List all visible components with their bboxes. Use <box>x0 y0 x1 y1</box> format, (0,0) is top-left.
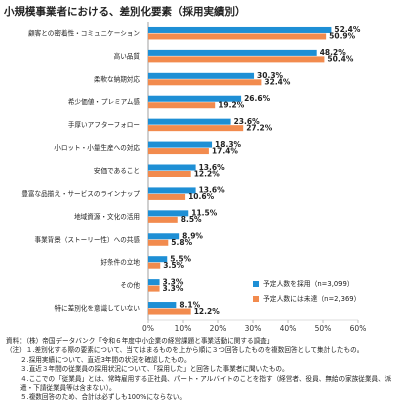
y-tick-label: 好条件の立地 <box>100 258 140 267</box>
y-tick-label: 豊富な品揃え・サービスのラインナップ <box>21 189 140 198</box>
bar <box>148 193 186 200</box>
legend-label: 予定人数を採用（n=3,099） <box>263 279 354 288</box>
y-tick-label: 特に差別化を意識していない <box>54 304 140 313</box>
value-label: 30.3% <box>257 71 284 80</box>
y-tick-label: 手厚いアフターフォロー <box>68 120 140 129</box>
value-label: 8.5% <box>181 215 202 224</box>
bar <box>148 79 262 86</box>
legend-label: 予定人数には未達（n=2,369） <box>263 294 360 303</box>
note: ４.ここでの「従業員」とは、常時雇用する正社員、パート・アルバイトのことを指す（… <box>20 374 392 393</box>
notes: 資料：（株）帝国データバンク「令和６年度中小企業の経営課題と事業活動に関する調査… <box>6 337 400 403</box>
bar <box>148 26 332 33</box>
value-label: 12.2% <box>194 169 221 178</box>
bar <box>148 187 196 194</box>
value-label: 32.4% <box>264 78 291 87</box>
bar <box>148 95 242 102</box>
x-tick-label: 60% <box>350 324 367 333</box>
y-tick-label: 高い品質 <box>114 51 141 60</box>
chart-title: 小規模事業者における、差別化要素（採用実績別） <box>3 5 246 18</box>
bar <box>148 210 189 217</box>
bar <box>148 72 255 79</box>
y-tick-label: 小ロット・小量生産への対応 <box>54 143 140 152</box>
value-label: 5.8% <box>171 238 192 247</box>
value-label: 13.6% <box>199 163 226 172</box>
value-label: 19.2% <box>218 100 245 109</box>
bar <box>148 279 160 286</box>
value-label: 50.9% <box>329 32 356 41</box>
value-label: 23.6% <box>234 117 261 126</box>
bar <box>148 164 196 171</box>
note: ２.採用実績について、直近3年間の状況を確認したもの。 <box>20 355 191 364</box>
value-label: 50.4% <box>327 55 354 64</box>
bar <box>148 148 209 155</box>
bar <box>148 302 177 309</box>
x-tick-label: 10% <box>175 324 192 333</box>
value-label: 3.3% <box>163 277 184 286</box>
bar <box>148 125 244 132</box>
y-tick-label: 顧客との密着性・コミュニケーション <box>28 28 140 37</box>
x-tick-label: 20% <box>210 324 227 333</box>
x-tick-label: 40% <box>280 324 297 333</box>
value-label: 13.6% <box>199 186 226 195</box>
bar <box>148 262 161 269</box>
note: ５.複数回答のため、合計は必ずしも100%にならない。 <box>20 393 187 402</box>
x-tick-label: 0% <box>142 324 154 333</box>
value-label: 11.5% <box>191 209 218 218</box>
bar <box>148 102 216 109</box>
value-label: 3.5% <box>163 261 184 270</box>
x-tick-label: 50% <box>315 324 332 333</box>
bar <box>148 256 168 263</box>
y-tick-label: 柔軟な納期対応 <box>94 74 141 83</box>
legend-swatch <box>253 281 259 287</box>
value-label: 17.4% <box>212 146 239 155</box>
note: （注）１.差別化する際の要素について、当てはまるものを上から順に３つ回答したもの… <box>6 346 364 355</box>
value-label: 3.3% <box>163 284 184 293</box>
bar <box>148 285 160 292</box>
note: ３.直近３年間の従業員の採用状況について、「採用した」と回答した事業者に聞いたも… <box>20 365 289 374</box>
y-tick-label: 希少価値・プレミアム感 <box>68 97 140 106</box>
value-label: 18.3% <box>215 140 242 149</box>
value-label: 52.4% <box>334 25 361 34</box>
bar <box>148 216 178 223</box>
chart: 小規模事業者における、差別化要素（採用実績別） 0% 10% 20% 30% 40% 50… <box>3 5 367 333</box>
y-tick-label: その他 <box>120 281 140 290</box>
bar <box>148 49 317 56</box>
bar <box>148 118 231 125</box>
value-label: 12.2% <box>194 307 221 316</box>
bar <box>148 233 180 240</box>
value-label: 5.5% <box>170 254 191 263</box>
bar <box>148 141 213 148</box>
y-tick-label: 安価であること <box>94 166 140 175</box>
bar <box>148 171 191 177</box>
value-label: 48.2% <box>320 48 347 57</box>
value-label: 27.2% <box>246 123 273 132</box>
x-tick-label: 30% <box>245 324 262 333</box>
y-tick-label: 地域資源・文化の活用 <box>74 212 140 221</box>
value-label: 10.6% <box>188 192 215 201</box>
bar <box>148 56 325 63</box>
note: 資料：（株）帝国データバンク「令和６年度中小企業の経営課題と事業活動に関する調査… <box>6 337 274 345</box>
bar <box>148 33 327 40</box>
value-label: 8.1% <box>179 300 200 309</box>
y-tick-label: 事業背景（ストーリー性）への共感 <box>35 235 141 244</box>
value-label: 26.6% <box>244 94 271 103</box>
bar <box>148 308 191 315</box>
bar <box>148 239 169 246</box>
legend-swatch <box>253 296 259 302</box>
value-label: 8.9% <box>182 232 203 241</box>
